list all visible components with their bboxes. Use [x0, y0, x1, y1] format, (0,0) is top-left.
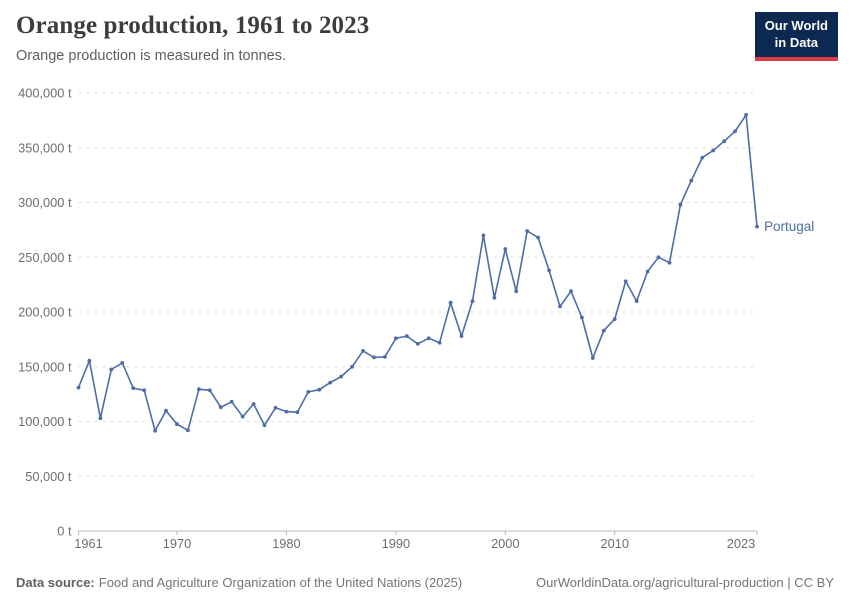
x-tick-label: 2010: [600, 536, 628, 551]
data-point[interactable]: [251, 402, 256, 406]
y-tick-label: 400,000 t: [18, 86, 72, 101]
data-point[interactable]: [404, 334, 409, 338]
data-point[interactable]: [394, 336, 398, 341]
data-point[interactable]: [98, 416, 103, 421]
data-point[interactable]: [601, 328, 606, 333]
data-point[interactable]: [558, 304, 562, 309]
owid-logo[interactable]: Our World in Data: [754, 12, 838, 62]
data-point[interactable]: [339, 374, 343, 379]
data-point[interactable]: [503, 247, 508, 251]
y-tick-label: 300,000 t: [18, 195, 72, 210]
data-point[interactable]: [459, 334, 464, 338]
x-tick-label: 1970: [163, 536, 191, 551]
data-point[interactable]: [76, 385, 81, 390]
data-point[interactable]: [590, 356, 595, 360]
data-point[interactable]: [678, 202, 683, 207]
data-point[interactable]: [569, 289, 573, 294]
data-point[interactable]: [744, 113, 748, 117]
chart-header: Orange production, 1961 to 2023 Orange p…: [16, 12, 730, 64]
data-point[interactable]: [383, 355, 387, 359]
data-point[interactable]: [87, 358, 92, 363]
x-tick-label: 1980: [272, 536, 300, 551]
attribution: OurWorldinData.org/agricultural-producti…: [536, 575, 834, 590]
y-tick-label: 0 t: [57, 524, 72, 539]
y-tick-label: 150,000 t: [18, 359, 72, 374]
data-point[interactable]: [175, 422, 179, 427]
data-point[interactable]: [207, 388, 212, 393]
data-point[interactable]: [350, 364, 354, 369]
attribution-divider: |: [783, 575, 795, 590]
license-label: CC BY: [794, 575, 834, 590]
data-point[interactable]: [612, 317, 617, 321]
data-point[interactable]: [186, 428, 190, 433]
series-label-portugal[interactable]: Portugal: [764, 219, 814, 234]
data-source: Data source: Food and Agriculture Organiz…: [16, 575, 462, 590]
data-point[interactable]: [361, 349, 365, 353]
data-point[interactable]: [218, 405, 223, 410]
data-point[interactable]: [131, 386, 136, 390]
data-point[interactable]: [656, 255, 661, 260]
y-tick-label: 100,000 t: [18, 414, 72, 429]
data-point[interactable]: [317, 387, 322, 392]
owid-logo-line2: in Data: [774, 34, 819, 50]
data-point[interactable]: [328, 380, 333, 385]
data-point[interactable]: [536, 235, 540, 240]
series-line-portugal[interactable]: [77, 114, 758, 432]
data-point[interactable]: [109, 367, 114, 372]
data-point[interactable]: [667, 260, 672, 265]
data-source-label: Data source:: [16, 575, 95, 590]
data-point[interactable]: [197, 387, 201, 392]
data-point[interactable]: [634, 299, 639, 303]
chart-footer: Data source: Food and Agriculture Organiz…: [16, 575, 834, 590]
data-point[interactable]: [284, 409, 289, 414]
owid-url-link[interactable]: OurWorldinData.org/agricultural-producti…: [536, 575, 784, 590]
data-point[interactable]: [372, 355, 376, 360]
y-tick-label: 50,000 t: [25, 469, 72, 484]
x-tick-label: 1990: [382, 536, 410, 551]
x-tick-label: 2000: [491, 536, 519, 551]
data-point[interactable]: [711, 148, 716, 153]
data-point[interactable]: [240, 414, 245, 419]
data-point[interactable]: [415, 341, 420, 346]
data-point[interactable]: [164, 408, 168, 413]
owid-logo-line1: Our World: [764, 18, 828, 33]
data-point[interactable]: [262, 423, 267, 428]
data-point[interactable]: [689, 178, 694, 183]
data-point[interactable]: [547, 268, 551, 273]
data-point[interactable]: [153, 428, 158, 433]
data-point[interactable]: [448, 300, 453, 305]
line-chart-plot: 0 t 50,000 t 100,000 t 150,000 t 200,000 t 25…: [18, 86, 814, 552]
data-point[interactable]: [514, 289, 519, 294]
data-point[interactable]: [755, 224, 759, 229]
data-point[interactable]: [426, 336, 431, 341]
data-point[interactable]: [722, 139, 727, 144]
data-point[interactable]: [700, 155, 705, 160]
data-point[interactable]: [470, 299, 475, 303]
y-tick-label: 250,000 t: [18, 250, 72, 265]
data-point[interactable]: [273, 405, 278, 410]
chart-title: Orange production, 1961 to 2023: [16, 12, 370, 39]
x-tick-label: 2023: [727, 536, 755, 551]
data-point[interactable]: [295, 410, 300, 415]
y-tick-label: 200,000 t: [18, 305, 72, 320]
x-tick-label: 1961: [74, 536, 102, 551]
data-point[interactable]: [525, 229, 530, 233]
data-point[interactable]: [142, 388, 147, 393]
data-point[interactable]: [437, 340, 442, 345]
data-point[interactable]: [492, 295, 497, 300]
data-point[interactable]: [623, 279, 628, 284]
data-source-text: Food and Agriculture Organization of the…: [98, 575, 463, 590]
chart-subtitle: Orange production is measured in tonnes.: [16, 48, 287, 64]
data-point[interactable]: [229, 399, 234, 404]
data-point[interactable]: [645, 269, 650, 274]
data-point[interactable]: [481, 233, 486, 238]
data-point[interactable]: [580, 315, 584, 320]
data-point[interactable]: [120, 361, 125, 365]
data-point[interactable]: [733, 129, 737, 134]
y-tick-label: 350,000 t: [18, 140, 72, 155]
data-point[interactable]: [306, 390, 311, 394]
